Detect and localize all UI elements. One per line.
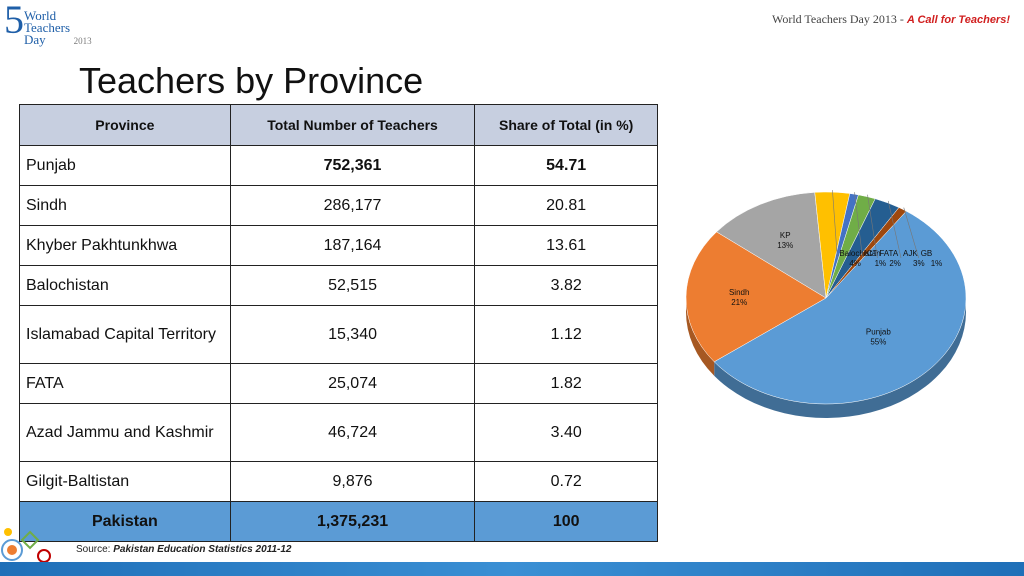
pie-slice-gb <box>825 207 907 299</box>
source-text: Pakistan Education Statistics 2011-12 <box>113 544 292 555</box>
pie-slice-sindh <box>685 231 827 363</box>
header-province: Province <box>19 104 231 146</box>
table-header-row: Province Total Number of Teachers Share … <box>19 104 658 146</box>
logo-line-1: World <box>24 8 57 23</box>
teachers-cell: 52,515 <box>229 265 476 306</box>
share-cell: 1.82 <box>474 363 658 404</box>
table-row: Gilgit-Baltistan 9,876 0.72 <box>19 461 658 502</box>
logo-line-2: Teachers <box>24 20 71 35</box>
province-cell: Balochistan <box>19 265 231 306</box>
page-title: Teachers by Province <box>79 60 424 101</box>
header-banner: World Teachers Day 2013 - A Call for Tea… <box>772 12 1010 27</box>
pie-value-kp: 13% <box>777 241 793 250</box>
logo-year: 2013 <box>73 36 92 46</box>
pie-chart-svg: Punjab55%Sindh21%KP13%Balochistan4%ICT1%… <box>685 190 967 418</box>
province-cell: Azad Jammu and Kashmir <box>19 403 231 462</box>
pie-value-balochistan: 4% <box>849 259 861 268</box>
pie-label-ajk: AJK <box>903 249 918 258</box>
province-cell: FATA <box>19 363 231 404</box>
pie-side-sindh <box>686 298 715 376</box>
share-cell: 3.40 <box>474 403 658 462</box>
share-cell: 13.61 <box>474 225 658 266</box>
pie-leader-balochistan <box>832 190 838 259</box>
pie-slice-kp <box>716 192 827 299</box>
pie-value-fata: 2% <box>889 259 901 268</box>
pie-label-fata: FATA <box>879 249 898 258</box>
pie-value-punjab: 55% <box>870 337 886 346</box>
pie-value-ajk: 3% <box>913 259 925 268</box>
pie-label-kp: KP <box>780 231 791 240</box>
pie-side-punjab <box>714 298 966 418</box>
share-cell: 54.71 <box>474 145 658 186</box>
header-tagline: A Call for Teachers! <box>906 14 1010 26</box>
header-event: World Teachers Day 2013 - <box>771 12 907 26</box>
teachers-cell: 25,074 <box>229 363 476 404</box>
table-total-row: Pakistan 1,375,231 100 <box>19 501 658 542</box>
table-row: FATA 25,074 1.82 <box>19 363 658 404</box>
share-cell: 20.81 <box>474 185 658 226</box>
table-row: Punjab 752,361 54.71 <box>19 145 658 186</box>
decorative-pattern <box>1 528 51 563</box>
teachers-cell: 286,177 <box>229 185 476 226</box>
province-cell: Islamabad Capital Territory <box>19 305 231 364</box>
pie-value-gb: 1% <box>931 259 943 268</box>
pie-leader-ict <box>854 192 863 259</box>
pie-value-ict: 1% <box>875 259 887 268</box>
teachers-cell: 15,340 <box>229 305 476 364</box>
pie-value-sindh: 21% <box>731 298 747 307</box>
share-cell: 3.82 <box>474 265 658 306</box>
table-row: Khyber Pakhtunkhwa 187,164 13.61 <box>19 225 658 266</box>
table-row: Sindh 286,177 20.81 <box>19 185 658 226</box>
table-row: Azad Jammu and Kashmir 46,724 3.40 <box>19 403 658 462</box>
logo-words: World Teachers Day 2013 <box>24 8 92 47</box>
teachers-cell: 9,876 <box>229 461 476 502</box>
pie-label-balochistan: Balochistan <box>839 249 880 258</box>
table-row: Islamabad Capital Territory 15,340 1.12 <box>19 305 658 364</box>
pie-label-gb: GB <box>921 249 933 258</box>
total-share-cell: 100 <box>474 501 658 542</box>
source-note: Source: Pakistan Education Statistics 20… <box>76 544 291 555</box>
pie-slice-punjab <box>713 210 967 405</box>
pie-label-punjab: Punjab <box>866 327 891 336</box>
logo-number: 5 <box>4 0 24 42</box>
province-cell: Punjab <box>19 145 231 186</box>
logo-line-3: Day <box>24 32 46 47</box>
table-row: Balochistan 52,515 3.82 <box>19 265 658 306</box>
province-cell: Khyber Pakhtunkhwa <box>19 225 231 266</box>
source-prefix: Source: <box>76 544 114 555</box>
province-cell: Sindh <box>19 185 231 226</box>
pie-label-ict: ICT <box>865 249 878 258</box>
pie-label-sindh: Sindh <box>729 288 749 297</box>
total-teachers-cell: 1,375,231 <box>229 501 476 542</box>
province-table: Province Total Number of Teachers Share … <box>19 104 658 542</box>
pie-leader-gb <box>903 207 919 259</box>
total-province-cell: Pakistan <box>19 501 231 542</box>
teachers-cell: 187,164 <box>229 225 476 266</box>
teachers-cell: 752,361 <box>229 145 476 186</box>
event-logo: 5 World Teachers Day 2013 <box>4 0 96 48</box>
header-share: Share of Total (in %) <box>474 104 658 146</box>
teachers-cell: 46,724 <box>229 403 476 462</box>
pie-leader-fata <box>867 194 878 259</box>
share-cell: 1.12 <box>474 305 658 364</box>
province-cell: Gilgit-Baltistan <box>19 461 231 502</box>
footer-bar <box>0 562 1024 576</box>
province-pie-chart: Punjab 55% Sindh 21% KP 13% Balochistan 4% ICT 1%… <box>676 190 1021 440</box>
header-total-teachers: Total Number of Teachers <box>229 104 476 146</box>
pie-leader-ajk <box>887 200 902 259</box>
share-cell: 0.72 <box>474 461 658 502</box>
